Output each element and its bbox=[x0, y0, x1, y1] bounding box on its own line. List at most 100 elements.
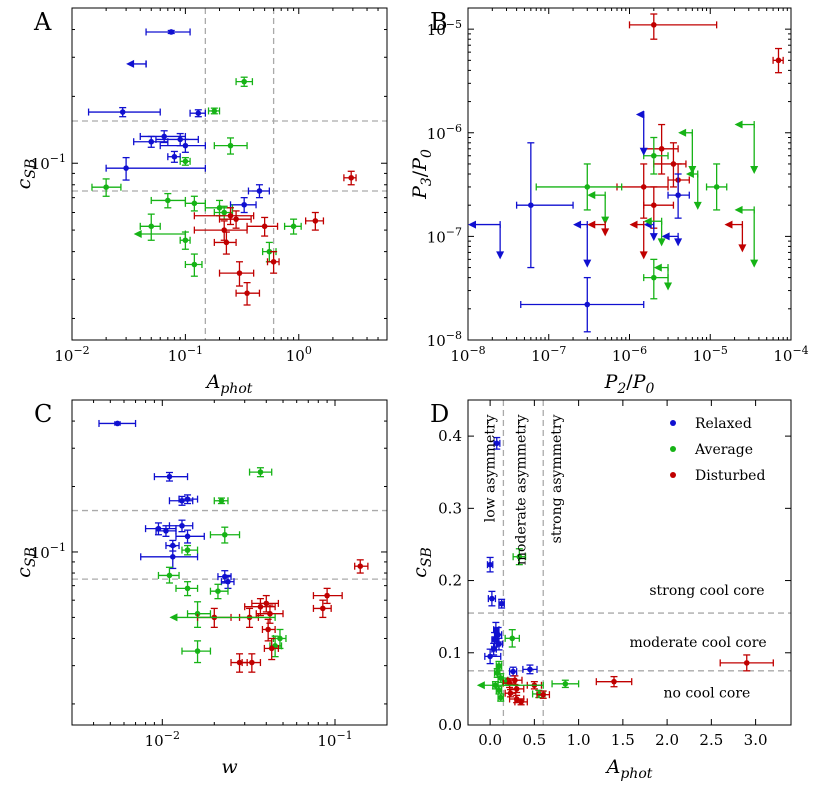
data-point-disturbed bbox=[719, 654, 774, 672]
data-marker bbox=[320, 605, 326, 612]
x-tick-label: 10−4 bbox=[773, 344, 808, 365]
y-tick-base: 10 bbox=[31, 155, 50, 173]
legend-marker-average bbox=[670, 446, 676, 452]
data-point-relaxed bbox=[178, 494, 199, 505]
y-tick-base: 10 bbox=[31, 544, 50, 562]
data-marker bbox=[221, 531, 228, 538]
data-point-relaxed bbox=[493, 436, 501, 450]
data-marker bbox=[215, 588, 221, 594]
data-marker bbox=[518, 699, 524, 705]
limit-relaxed bbox=[635, 110, 648, 156]
x-axis-label-main: w bbox=[221, 756, 237, 778]
x-tick-base: 10 bbox=[317, 732, 336, 750]
data-point-average bbox=[497, 693, 505, 702]
limit-average bbox=[169, 613, 276, 622]
limit-average bbox=[133, 230, 187, 239]
data-point-relaxed bbox=[98, 419, 137, 427]
data-point-disturbed bbox=[595, 675, 633, 688]
y-axis-label: cSB bbox=[13, 547, 39, 578]
data-point-disturbed bbox=[343, 170, 357, 186]
limit-arrowhead bbox=[639, 147, 648, 156]
data-marker bbox=[267, 610, 273, 617]
x-axis-label-main: A bbox=[205, 371, 221, 393]
data-marker bbox=[256, 188, 263, 194]
x-tick-label: 10−2 bbox=[145, 729, 180, 750]
data-point-average bbox=[184, 195, 207, 212]
limit-arrowhead bbox=[724, 220, 733, 229]
data-marker bbox=[496, 687, 502, 694]
x-axis-label: P2/P0 bbox=[604, 371, 655, 397]
data-marker bbox=[324, 592, 330, 599]
limit-arrowhead bbox=[750, 166, 759, 174]
x-tick-label: 10−5 bbox=[693, 344, 728, 365]
data-marker bbox=[249, 659, 255, 666]
limit-average bbox=[685, 170, 702, 210]
data-point-disturbed bbox=[241, 653, 262, 673]
y-tick-label: 0.4 bbox=[438, 427, 462, 445]
limit-arrowhead bbox=[133, 230, 142, 239]
data-marker bbox=[161, 133, 167, 140]
data-marker bbox=[194, 610, 201, 617]
data-point-relaxed bbox=[487, 590, 497, 607]
data-marker bbox=[290, 223, 297, 230]
data-marker bbox=[257, 469, 264, 475]
data-marker bbox=[191, 261, 198, 268]
data-marker bbox=[540, 691, 547, 698]
x-tick-label: 0.5 bbox=[522, 731, 546, 749]
region-label: moderate cool core bbox=[629, 635, 766, 651]
plot-frame bbox=[467, 399, 792, 726]
y-tick-label: 10−1 bbox=[31, 152, 66, 173]
y-axis-label-densub: 0 bbox=[419, 149, 435, 158]
x-axis-label: w bbox=[221, 756, 237, 778]
data-point-relaxed bbox=[522, 664, 538, 675]
data-marker bbox=[513, 686, 520, 692]
data-marker bbox=[348, 174, 354, 181]
x-tick-base: 10 bbox=[286, 347, 305, 365]
data-marker bbox=[658, 146, 665, 152]
data-point-disturbed bbox=[218, 261, 255, 287]
plot-frame bbox=[71, 7, 388, 341]
x-tick-base: 10 bbox=[693, 347, 712, 365]
limit-arrowhead bbox=[587, 191, 596, 200]
x-tick-exponent: −6 bbox=[631, 344, 647, 357]
data-point-relaxed bbox=[153, 471, 189, 482]
data-marker bbox=[241, 201, 247, 208]
x-tick-base: 10 bbox=[612, 347, 631, 365]
data-point-average bbox=[157, 566, 180, 584]
y-tick-label: 0.3 bbox=[438, 499, 462, 517]
data-marker bbox=[165, 197, 171, 204]
data-marker bbox=[244, 290, 250, 296]
data-point-relaxed bbox=[168, 519, 194, 533]
data-point-disturbed bbox=[263, 637, 280, 661]
data-point-average bbox=[643, 136, 669, 175]
limit-arrowhead bbox=[126, 59, 135, 68]
data-point-disturbed bbox=[312, 599, 332, 619]
y-tick-base: 10 bbox=[427, 332, 446, 350]
data-marker bbox=[184, 547, 191, 553]
x-axis-label-densub: 0 bbox=[646, 381, 655, 397]
data-marker bbox=[487, 561, 493, 568]
data-point-relaxed bbox=[133, 135, 169, 148]
data-point-average bbox=[213, 497, 229, 505]
data-point-average bbox=[175, 581, 199, 597]
data-marker bbox=[651, 202, 657, 208]
y-tick-label: 10−5 bbox=[427, 18, 462, 39]
region-label: strong asymmetry bbox=[549, 414, 565, 543]
data-point-relaxed bbox=[144, 522, 177, 536]
data-marker bbox=[221, 209, 228, 216]
region-label: low asymmetry bbox=[483, 414, 499, 522]
y-tick-label: 0.1 bbox=[438, 644, 462, 662]
x-tick-label: 1.0 bbox=[567, 731, 591, 749]
y-axis-label: cSB bbox=[409, 547, 435, 578]
limit-average bbox=[587, 191, 610, 225]
data-point-average bbox=[535, 163, 623, 211]
data-point-disturbed bbox=[536, 690, 551, 699]
x-tick-exponent: −4 bbox=[792, 344, 808, 357]
x-tick-label: 10−2 bbox=[54, 344, 89, 365]
y-axis-label-main: c bbox=[409, 567, 431, 578]
limit-arrowhead bbox=[643, 217, 652, 226]
data-marker bbox=[713, 184, 720, 190]
data-marker bbox=[510, 668, 516, 675]
data-marker bbox=[123, 165, 129, 171]
